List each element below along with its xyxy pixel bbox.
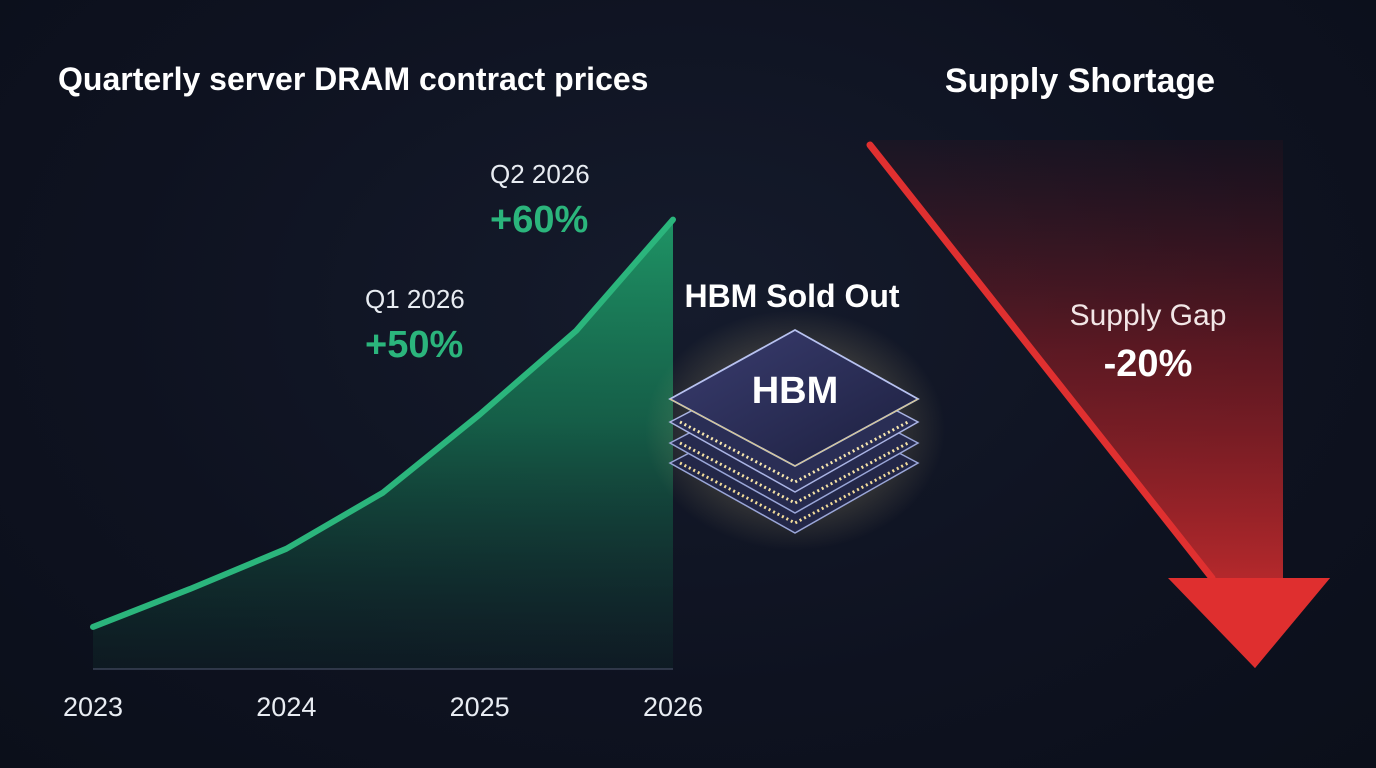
chip-layer-top: [668, 328, 920, 468]
hbm-chip-graphic: HBM Sold Out HBM: [645, 278, 945, 550]
x-axis-ticks: 2023 2024 2025 2026: [63, 692, 703, 722]
annotation-q2-change: +60%: [490, 199, 588, 241]
annotation-q1-change: +50%: [365, 324, 463, 366]
x-tick-label: 2023: [63, 692, 123, 722]
supply-gap-region: [868, 140, 1330, 668]
supply-gap-label: Supply Gap: [1070, 299, 1227, 332]
decline-arrow-shaft: [866, 141, 1216, 582]
x-tick-label: 2025: [450, 692, 510, 722]
x-tick-label: 2026: [643, 692, 703, 722]
chart-title: Quarterly server DRAM contract prices: [58, 61, 648, 97]
dram-price-chart: 2023 2024 2025 2026 Quarterly server DRAM c…: [58, 61, 703, 722]
annotation-q1-quarter: Q1 2026: [365, 284, 465, 314]
hbm-heading: HBM Sold Out: [684, 278, 899, 314]
price-area-fill: [93, 219, 673, 669]
supply-shortage-graphic: Supply Shortage Supply Gap -20%: [866, 62, 1330, 668]
annotation-q2-quarter: Q2 2026: [490, 159, 590, 189]
chip-label: HBM: [752, 370, 839, 412]
supply-title: Supply Shortage: [945, 62, 1215, 100]
x-tick-label: 2024: [256, 692, 316, 722]
decline-arrowhead-icon: [1168, 578, 1330, 668]
price-trend-line: [90, 216, 676, 630]
supply-gap-value: -20%: [1104, 343, 1193, 385]
